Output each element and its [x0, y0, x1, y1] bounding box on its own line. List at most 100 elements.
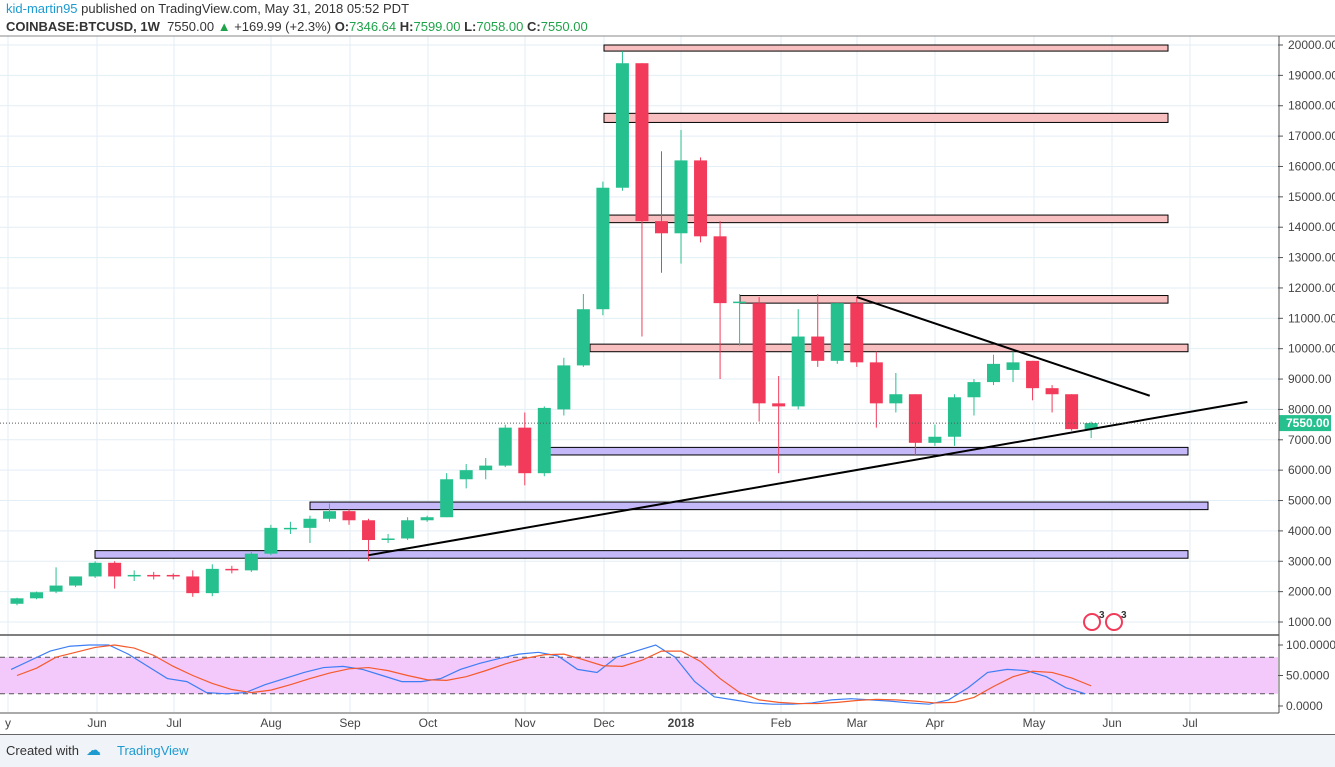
- event-count: 3: [1121, 610, 1127, 621]
- us-flag-event-icon: [1105, 613, 1123, 631]
- stoch-y-tick-label: 0.0000: [1286, 699, 1323, 713]
- publish-text: published on TradingView.com, May 31, 20…: [81, 1, 410, 16]
- candle-down: [186, 576, 200, 594]
- trendline: [368, 400, 1248, 557]
- candle-up: [987, 363, 1000, 383]
- x-tick-label: Apr: [926, 716, 945, 730]
- candle-down: [850, 303, 864, 363]
- trendline: [856, 296, 1151, 397]
- candle-down: [362, 520, 376, 541]
- y-tick-label: 20000.00: [1288, 38, 1335, 52]
- x-tick-label: Mar: [847, 716, 868, 730]
- high-label: H:: [399, 19, 414, 34]
- candle-down: [342, 511, 356, 521]
- support-zone: [546, 446, 1189, 456]
- tradingview-logo-icon: ☁: [86, 742, 101, 759]
- y-tick-label: 18000.00: [1288, 99, 1335, 113]
- y-tick-label: 2000.00: [1288, 585, 1332, 599]
- close-value: 7550.00: [540, 19, 588, 34]
- candle-down: [1045, 388, 1059, 395]
- x-tick-label: 2018: [668, 716, 695, 730]
- candle-down: [772, 403, 786, 407]
- resistance-zone: [603, 214, 1169, 224]
- current-price-label: 7550.00: [1286, 416, 1330, 430]
- candle-up: [830, 303, 844, 361]
- candle-up: [322, 511, 336, 519]
- symbol: COINBASE:BTCUSD, 1W: [6, 19, 160, 34]
- y-tick-label: 12000.00: [1288, 281, 1335, 295]
- support-zone: [94, 550, 1189, 559]
- last-price: 7550.00: [167, 19, 215, 34]
- candle-up: [615, 63, 629, 188]
- resistance-zone: [739, 295, 1169, 304]
- price-chart[interactable]: y Jun Jul Aug Sep Oct Nov Dec 2018 Feb Mar Apr May Ju…: [0, 0, 1335, 734]
- candle-up: [10, 598, 24, 604]
- candle-down: [635, 63, 649, 222]
- candle-up: [479, 465, 493, 471]
- candle-up: [49, 585, 63, 592]
- y-tick-label: 16000.00: [1288, 159, 1335, 173]
- price-change: +169.99 (+2.3%): [234, 19, 332, 34]
- x-tick-label: Dec: [593, 716, 614, 730]
- x-tick-label: Jul: [166, 716, 181, 730]
- candle-down: [869, 362, 883, 404]
- y-tick-label: 3000.00: [1288, 554, 1332, 568]
- candle-up: [537, 407, 551, 474]
- low-value: 7058.00: [476, 19, 524, 34]
- candle-up: [264, 527, 278, 554]
- candle-up: [967, 382, 981, 398]
- candle-up: [88, 562, 102, 577]
- x-tick-label: Sep: [339, 716, 361, 730]
- candle-up: [1084, 423, 1098, 430]
- x-tick-label: Jun: [1102, 716, 1121, 730]
- x-tick-label: y: [5, 716, 11, 730]
- candle-up: [733, 301, 747, 304]
- candle-up: [928, 436, 942, 443]
- candle-up: [401, 520, 415, 539]
- y-tick-label: 7000.00: [1288, 433, 1332, 447]
- open-label: O:: [334, 19, 350, 34]
- resistance-zone: [589, 343, 1189, 353]
- candle-down: [518, 427, 532, 474]
- x-tick-label: Oct: [419, 716, 438, 730]
- candle-up: [498, 427, 512, 466]
- candle-down: [654, 221, 668, 234]
- author-link[interactable]: kid-martin95: [6, 1, 78, 16]
- close-label: C:: [527, 19, 541, 34]
- resistance-zone: [603, 112, 1169, 123]
- candle-down: [713, 236, 727, 304]
- low-label: L:: [464, 19, 477, 34]
- tradingview-link[interactable]: TradingView: [117, 743, 189, 758]
- footer: Created with ☁ TradingView: [0, 734, 1335, 767]
- publish-info: kid-martin95 published on TradingView.co…: [6, 1, 409, 16]
- y-tick-label: 6000.00: [1288, 463, 1332, 477]
- high-value: 7599.00: [413, 19, 461, 34]
- candle-down: [166, 574, 180, 577]
- y-tick-label: 11000.00: [1288, 311, 1335, 325]
- candle-up: [459, 470, 473, 480]
- y-tick-label: 15000.00: [1288, 190, 1335, 204]
- x-tick-label: Nov: [514, 716, 535, 730]
- open-value: 7346.64: [349, 19, 397, 34]
- current-price-tag: [1279, 415, 1331, 432]
- event-count: 3: [1099, 610, 1105, 621]
- candle-down: [908, 394, 922, 443]
- y-tick-label: 8000.00: [1288, 402, 1332, 416]
- y-tick-label: 1000.00: [1288, 615, 1332, 629]
- y-tick-label: 10000.00: [1288, 342, 1335, 356]
- candle-up: [127, 574, 141, 577]
- x-tick-label: Aug: [260, 716, 281, 730]
- candle-up: [576, 309, 590, 366]
- candle-down: [752, 303, 766, 404]
- candle-up: [283, 527, 297, 530]
- candle-up: [596, 187, 610, 310]
- stoch-y-tick-label: 100.0000: [1286, 638, 1335, 652]
- resistance-zone: [603, 44, 1169, 52]
- candle-up: [205, 568, 219, 594]
- candle-up: [69, 576, 83, 586]
- candle-down: [1065, 394, 1079, 430]
- created-with-text: Created with: [6, 743, 79, 758]
- candle-down: [811, 336, 825, 361]
- x-tick-label: Jun: [87, 716, 106, 730]
- stoch-d-line: [16, 644, 1092, 705]
